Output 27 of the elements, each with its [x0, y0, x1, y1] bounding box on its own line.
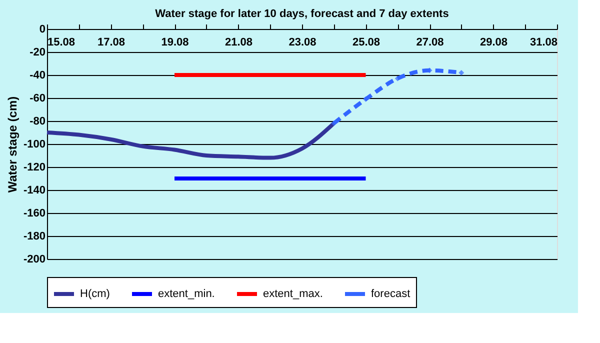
y-tick-label: -100 — [23, 138, 46, 150]
legend-label: H(cm) — [80, 288, 110, 300]
y-tick-label: -180 — [23, 230, 46, 242]
y-tick-label: 0 — [39, 24, 46, 36]
legend-label: forecast — [371, 288, 410, 300]
line-series — [45, 121, 336, 160]
x-tick-label: 27.08 — [416, 36, 444, 48]
y-tick-label: -200 — [23, 254, 46, 266]
x-tick-label: 31.08 — [530, 36, 558, 48]
y-tick-label: -60 — [30, 92, 46, 104]
legend-label: extent_max. — [263, 288, 323, 300]
y-tick-label: -120 — [23, 162, 46, 174]
y-tick-label: -80 — [30, 116, 46, 128]
x-tick-label: 21.08 — [224, 36, 253, 48]
y-axis-title: Water stage (cm) — [5, 96, 20, 193]
chart-title: Water stage for later 10 days, forecast and 7 day extents — [155, 8, 449, 20]
x-tick-label: 29.08 — [480, 36, 508, 48]
x-tick-label: 19.08 — [161, 36, 189, 48]
y-tick-label: -20 — [30, 46, 46, 58]
x-tick-label: 17.08 — [97, 36, 126, 48]
legend-label: extent_min. — [158, 288, 215, 300]
x-tick-label: 15.08 — [48, 36, 76, 48]
y-tick-label: -140 — [23, 184, 46, 196]
y-tick-label: -40 — [30, 70, 46, 82]
x-tick-label: 25.08 — [352, 36, 380, 48]
x-tick-label: 23.08 — [288, 36, 316, 48]
y-tick-label: -160 — [23, 208, 46, 220]
